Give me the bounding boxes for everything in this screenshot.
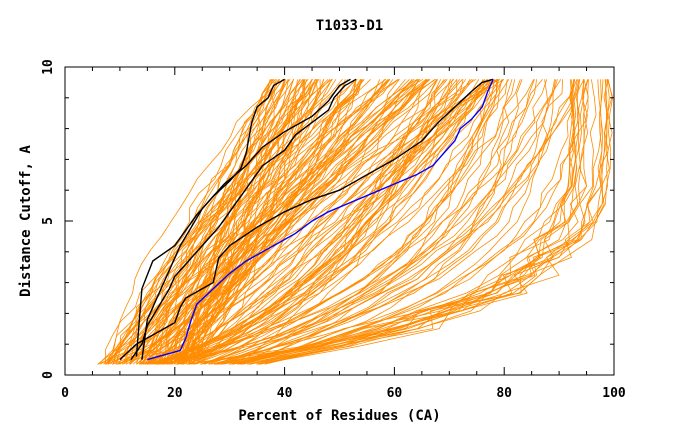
model-curve <box>208 79 580 365</box>
model-curve <box>199 79 585 365</box>
model-curve <box>169 79 471 365</box>
series-line-black-0 <box>141 78 351 360</box>
highlight-curves-layer <box>119 78 494 361</box>
y-tick-label: 0 <box>41 371 56 379</box>
x-axis-title: Percent of Residues (CA) <box>238 408 440 424</box>
model-curve <box>151 79 500 365</box>
series-line-black-3 <box>119 78 494 361</box>
model-curve <box>169 79 463 365</box>
model-curve <box>181 79 302 365</box>
model-curve <box>148 79 324 365</box>
model-curve <box>197 79 391 365</box>
model-curve <box>167 79 563 365</box>
model-curve <box>182 79 357 365</box>
model-curve <box>247 79 589 365</box>
model-curve <box>208 79 442 365</box>
model-curve <box>249 79 574 365</box>
series-line-black-2 <box>130 78 357 361</box>
model-curve <box>214 79 535 365</box>
chart-title: T1033-D1 <box>316 18 383 34</box>
series-line-blue-4 <box>147 79 494 361</box>
model-curve <box>176 79 349 365</box>
model-curve <box>237 79 589 365</box>
model-curve <box>162 79 558 365</box>
model-curve <box>220 79 581 365</box>
model-curve <box>232 79 575 365</box>
model-curve <box>182 79 363 365</box>
model-curve <box>159 79 272 365</box>
model-curve <box>194 79 447 365</box>
model-curve <box>104 79 413 365</box>
model-curve <box>148 79 294 365</box>
model-curve <box>204 79 445 365</box>
model-curves-layer <box>97 78 614 365</box>
model-curve <box>147 79 543 365</box>
model-curve <box>155 79 484 365</box>
model-curve <box>241 79 495 365</box>
model-curve <box>167 79 313 365</box>
model-curve <box>178 79 458 365</box>
model-curve <box>100 79 455 365</box>
x-tick-label: 100 <box>602 386 626 401</box>
model-curve <box>104 78 387 365</box>
x-tick-label: 20 <box>167 386 183 401</box>
model-curve <box>107 79 289 365</box>
model-curve <box>161 79 306 365</box>
model-curve <box>141 79 285 365</box>
model-curve <box>232 79 604 365</box>
model-curve <box>150 79 316 365</box>
model-curve <box>188 79 458 365</box>
y-axis-title: Distance Cutoff, A <box>18 145 34 297</box>
model-curve <box>200 79 578 365</box>
model-curve <box>118 78 386 365</box>
y-tick-label: 5 <box>41 217 56 225</box>
model-curve <box>152 79 535 365</box>
model-curve <box>217 79 576 365</box>
model-curve <box>222 79 576 365</box>
model-curve <box>105 78 497 365</box>
model-curve <box>104 79 362 365</box>
model-curve <box>211 79 523 365</box>
model-curve <box>166 79 294 365</box>
x-tick-label: 80 <box>496 386 512 401</box>
model-curve <box>248 79 608 365</box>
model-curve <box>145 79 346 365</box>
x-tick-label: 0 <box>61 386 69 401</box>
model-curve <box>201 79 502 365</box>
model-curve <box>144 79 286 365</box>
model-curve <box>182 79 548 365</box>
model-curve <box>136 79 410 365</box>
model-curve <box>144 79 415 365</box>
model-curve <box>203 79 485 365</box>
model-curve <box>243 79 549 365</box>
model-curve <box>216 79 602 365</box>
model-curve <box>157 79 461 365</box>
model-curve <box>237 79 513 365</box>
model-curve <box>154 79 452 365</box>
model-curve <box>241 79 428 365</box>
y-tick-label: 10 <box>41 59 56 75</box>
series-line-black-1 <box>135 78 285 357</box>
axis-ticks-layer: 0 20 40 60 80 100 0 5 10 <box>41 59 626 401</box>
model-curve <box>118 79 278 365</box>
model-curve <box>176 79 281 365</box>
model-curve <box>228 79 604 365</box>
x-tick-label: 60 <box>387 386 403 401</box>
model-curve <box>215 79 516 365</box>
model-curve <box>105 79 280 365</box>
x-tick-label: 40 <box>277 386 293 401</box>
model-curve <box>180 79 428 365</box>
model-curve <box>214 79 555 365</box>
model-curve <box>264 79 578 365</box>
model-curve <box>241 79 614 365</box>
model-curve <box>117 78 489 365</box>
model-curve <box>229 79 589 365</box>
model-curve <box>169 78 436 365</box>
model-curve <box>162 79 508 365</box>
model-curve <box>129 79 329 365</box>
